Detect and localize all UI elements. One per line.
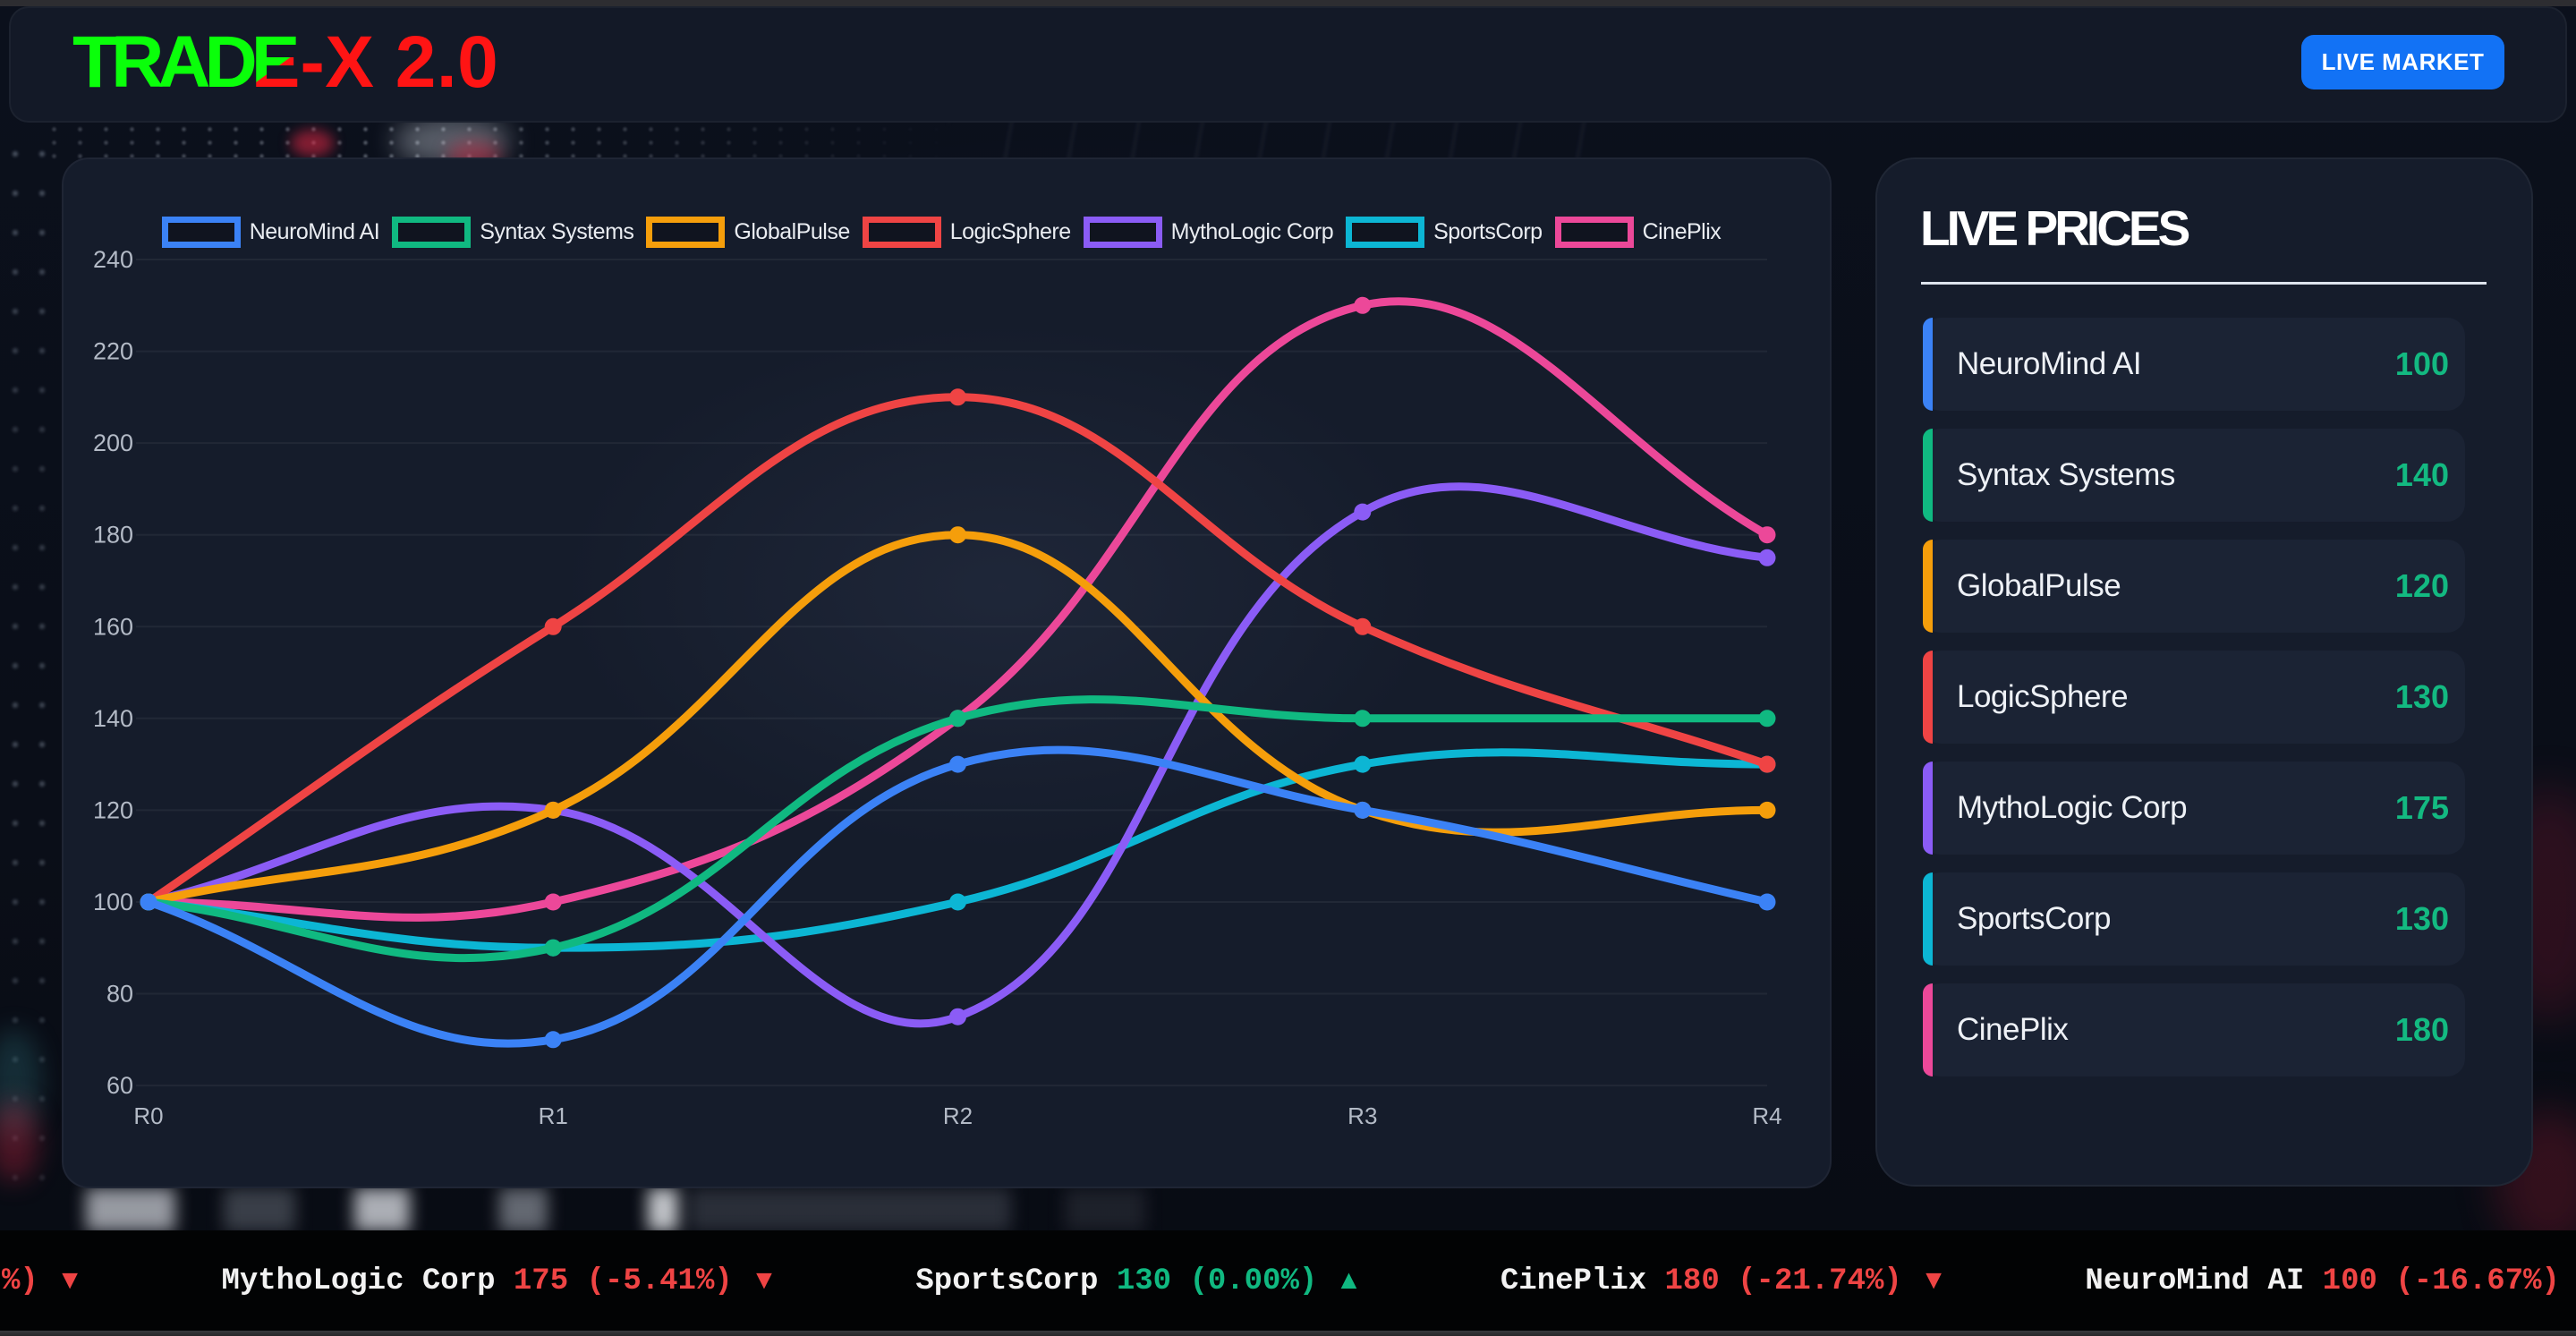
svg-text:220: 220 bbox=[93, 338, 133, 365]
svg-text:R0: R0 bbox=[133, 1102, 163, 1129]
svg-text:R4: R4 bbox=[1752, 1102, 1781, 1129]
svg-text:R2: R2 bbox=[943, 1102, 973, 1129]
svg-text:180: 180 bbox=[93, 522, 133, 549]
svg-text:140: 140 bbox=[93, 705, 133, 732]
svg-text:R1: R1 bbox=[539, 1102, 568, 1129]
svg-text:100: 100 bbox=[93, 889, 133, 915]
svg-text:120: 120 bbox=[93, 796, 133, 823]
svg-text:R3: R3 bbox=[1348, 1102, 1377, 1129]
svg-text:160: 160 bbox=[93, 613, 133, 640]
svg-text:240: 240 bbox=[93, 246, 133, 273]
svg-text:60: 60 bbox=[106, 1072, 133, 1099]
svg-text:80: 80 bbox=[106, 981, 133, 1008]
svg-text:200: 200 bbox=[93, 430, 133, 456]
